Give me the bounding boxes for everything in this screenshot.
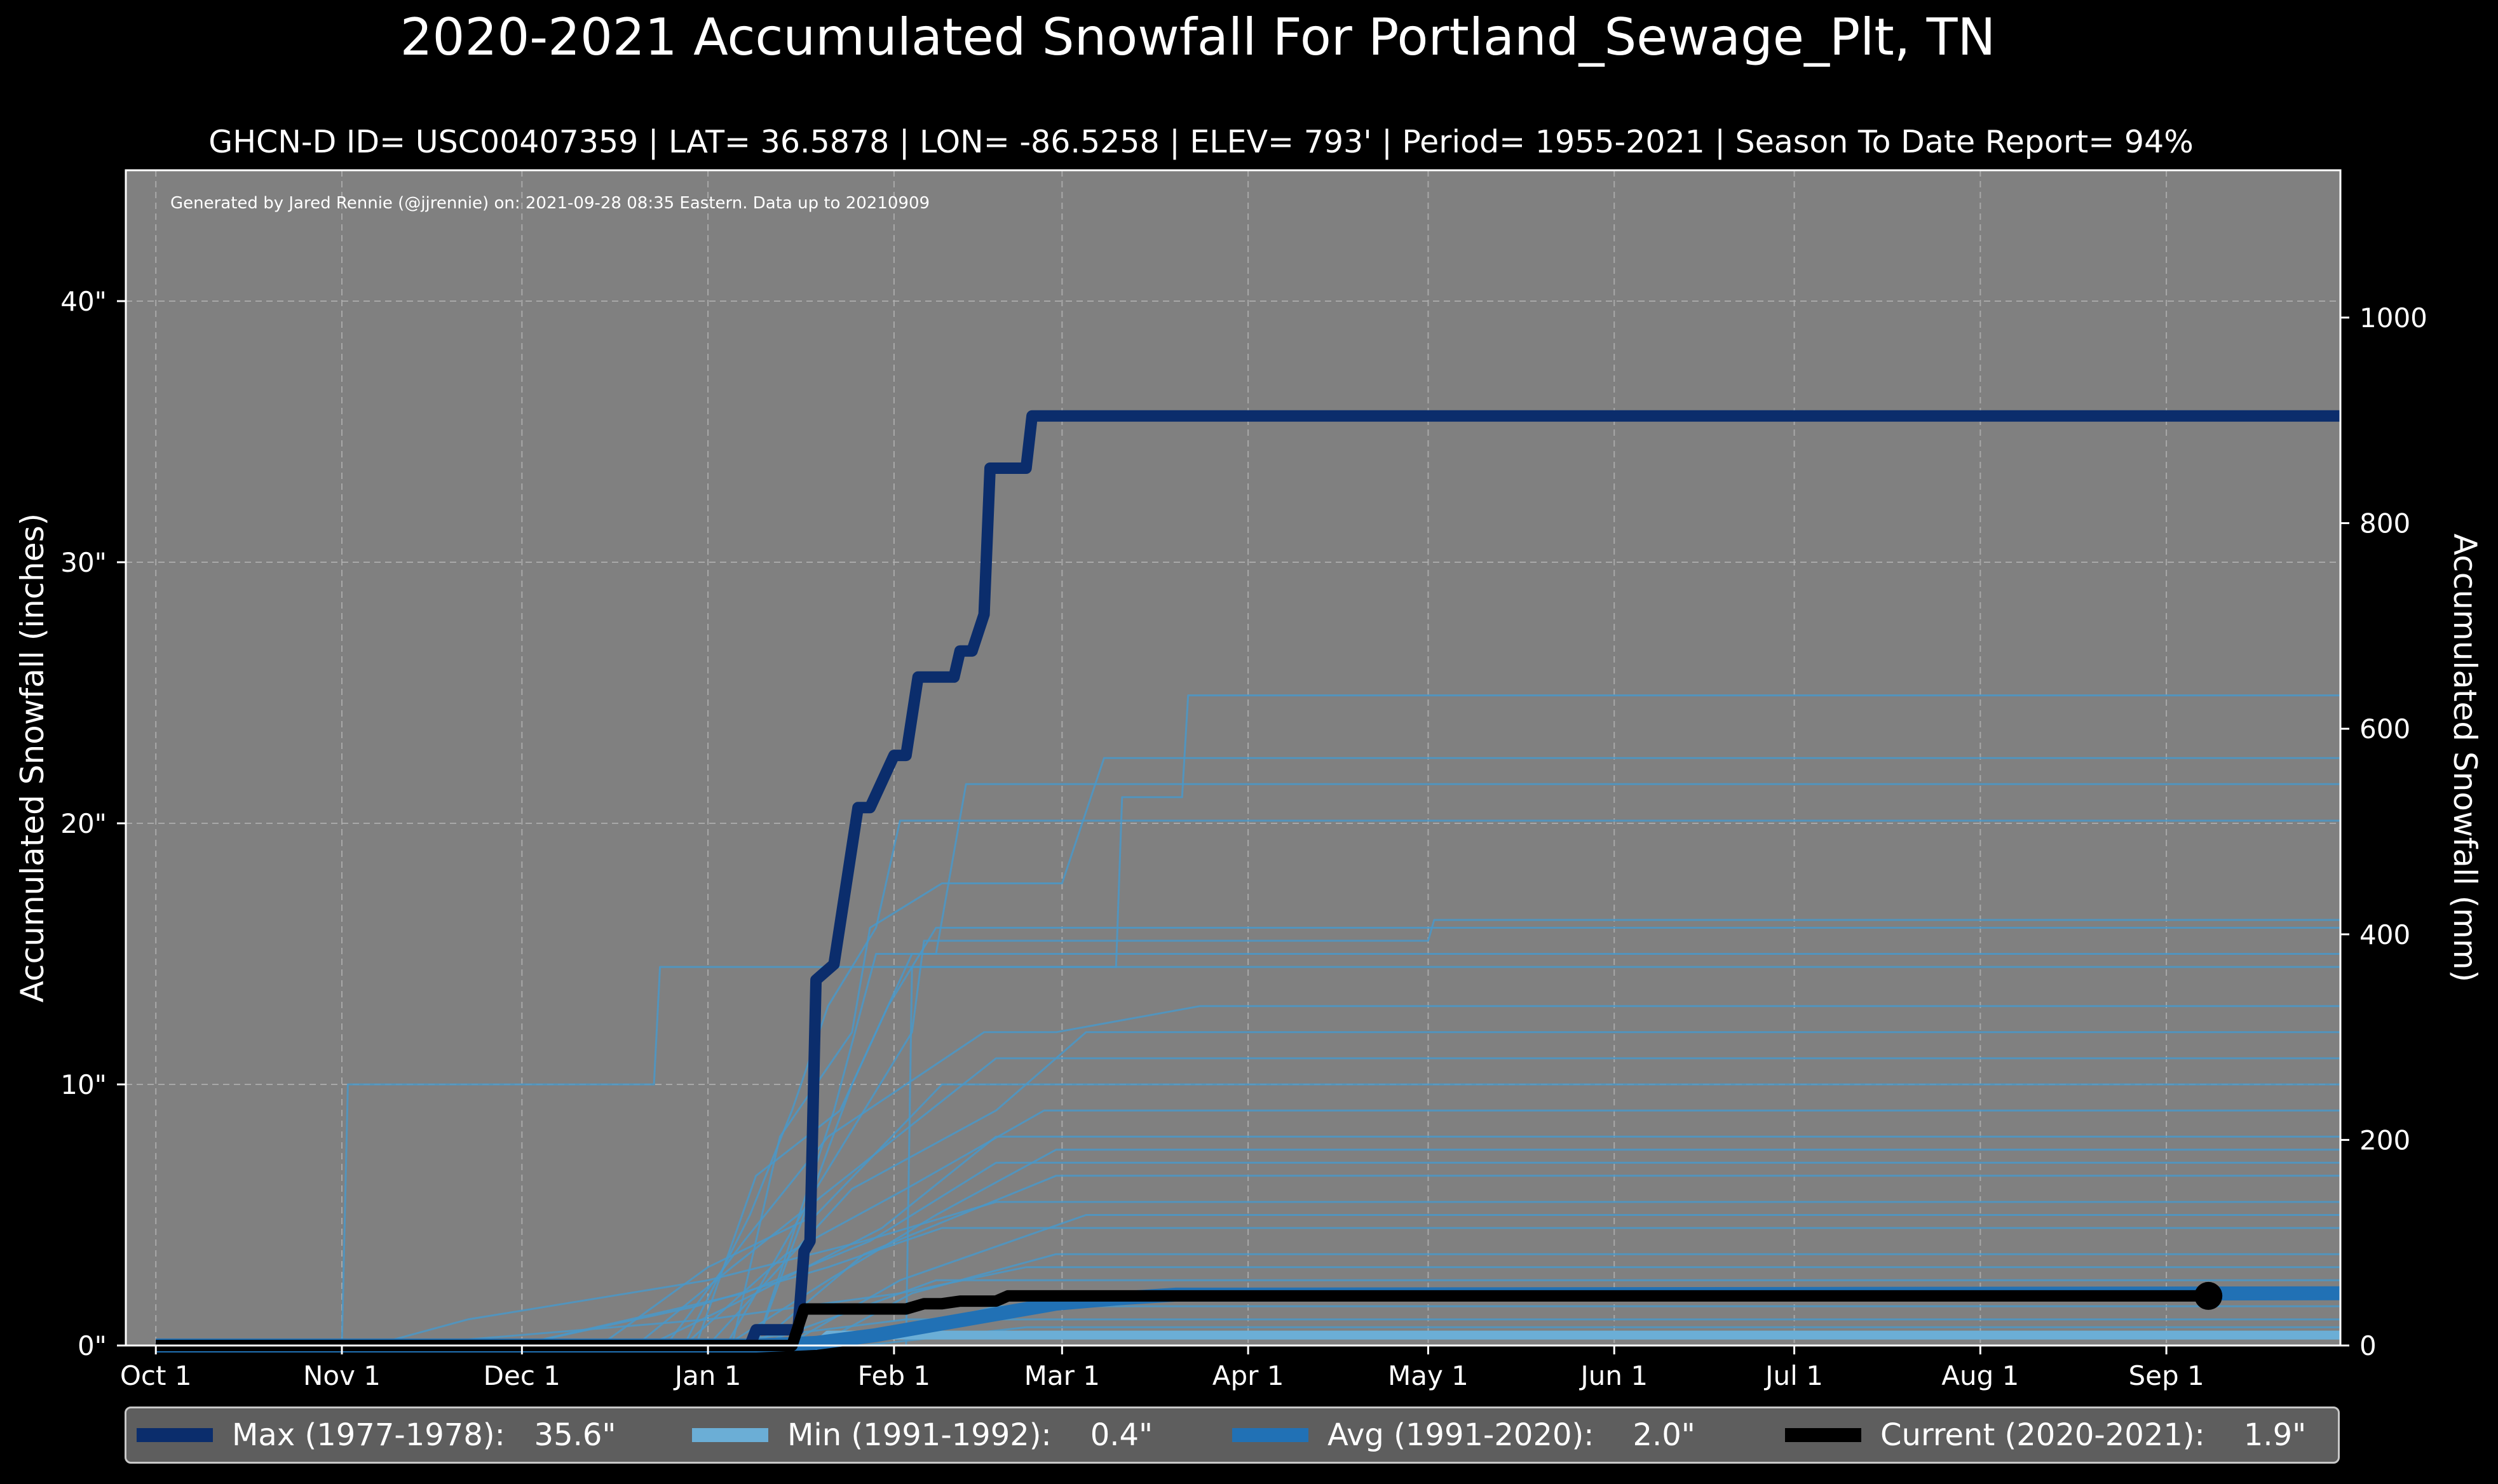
history-series-line (156, 1005, 2340, 1347)
x-tick-label: Oct 1 (120, 1360, 192, 1391)
x-tick-label: Aug 1 (1941, 1360, 2019, 1391)
x-tick-label: May 1 (1388, 1360, 1469, 1391)
legend-item-current: Current (2020-2021): 1.9" (1785, 1408, 2306, 1462)
x-tick-label: Mar 1 (1024, 1360, 1100, 1391)
legend-item-max: Max (1977-1978): 35.6" (137, 1408, 616, 1462)
y2-axis-label: Accumulated Snowfall (mm) (2447, 534, 2483, 982)
y2-tick-label: 400 (2359, 919, 2410, 950)
axes: Oct 1 Nov 1 Dec 1 Jan 1 Feb 1 Mar 1 Apr 1 May 1… (60, 169, 2427, 1391)
legend-swatch-current (1785, 1428, 1861, 1442)
y-tick-label: 20" (60, 808, 107, 839)
y-tick-label: 0" (78, 1330, 107, 1361)
chart-subtitle: GHCN-D ID= USC00407359 | LAT= 36.5878 | … (208, 124, 2194, 160)
legend: Max (1977-1978): 35.6" Min (1991-1992): … (125, 1406, 2340, 1464)
y-axis-label: Accumulated Snowfall (inches) (14, 513, 51, 1002)
legend-swatch-min (692, 1428, 768, 1442)
legend-label-current: Current (2020-2021): 1.9" (1880, 1417, 2307, 1453)
chart-title: 2020-2021 Accumulated Snowfall For Portl… (400, 8, 1996, 67)
legend-swatch-avg (1232, 1428, 1308, 1442)
legend-item-avg: Avg (1991-2020): 2.0" (1232, 1408, 1695, 1462)
y2-tick-label: 0 (2359, 1330, 2377, 1361)
credit-text: Generated by Jared Rennie (@jjrennie) on… (170, 194, 930, 213)
legend-label-avg: Avg (1991-2020): 2.0" (1327, 1417, 1695, 1453)
x-tick-label: Feb 1 (858, 1360, 930, 1391)
legend-label-max: Max (1977-1978): 35.6" (232, 1417, 616, 1453)
series-line-current (156, 1290, 2209, 1351)
history-series-line (156, 757, 2340, 1347)
x-tick-label: Sep 1 (2128, 1360, 2204, 1391)
y2-tick-label: 200 (2359, 1124, 2410, 1156)
y2-tick-label: 800 (2359, 508, 2410, 539)
legend-label-min: Min (1991-1992): 0.4" (787, 1417, 1153, 1453)
x-tick-label: Dec 1 (484, 1360, 560, 1391)
y2-tick-label: 1000 (2359, 302, 2427, 334)
legend-item-min: Min (1991-1992): 0.4" (692, 1408, 1153, 1462)
history-series-line (156, 919, 2340, 1347)
y-tick-label: 30" (60, 547, 107, 578)
x-tick-label: Apr 1 (1212, 1360, 1284, 1391)
x-tick-label: Jun 1 (1578, 1360, 1648, 1391)
legend-swatch-max (137, 1428, 213, 1442)
current-end-marker (2194, 1281, 2223, 1310)
y2-tick-label: 600 (2359, 713, 2410, 745)
x-tick-label: Jan 1 (673, 1360, 742, 1391)
plot-border (125, 169, 2342, 1347)
x-tick-label: Jul 1 (1763, 1360, 1823, 1391)
series-line-max (156, 410, 2340, 1351)
y-tick-label: 40" (60, 286, 107, 317)
y-tick-label: 10" (60, 1069, 107, 1100)
x-tick-label: Nov 1 (303, 1360, 381, 1391)
history-series-line (156, 694, 2340, 1347)
